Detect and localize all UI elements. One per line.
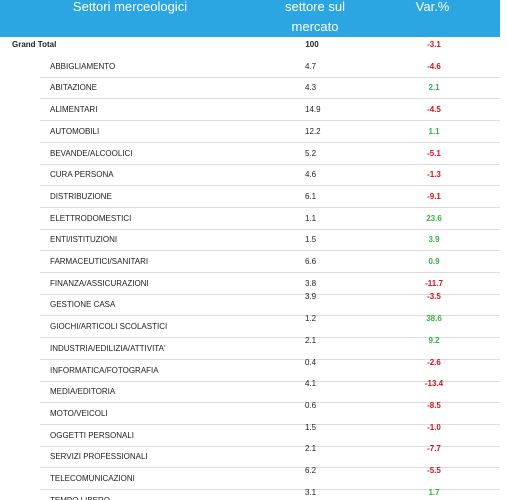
- row-value: 4.6: [305, 170, 317, 180]
- row-label: MOTO/VEICOLI: [50, 408, 108, 418]
- row-value: 2.1: [305, 335, 317, 345]
- row-change: -3.1: [427, 40, 441, 49]
- row-label: GESTIONE CASA: [50, 300, 116, 310]
- row-change: -5.5: [427, 466, 441, 475]
- row-separator: [40, 337, 500, 339]
- row-change: -11.7: [425, 278, 443, 288]
- row-change: 2.1: [428, 83, 440, 93]
- row-separator: [40, 380, 500, 382]
- row-value: 3.9: [305, 292, 317, 302]
- row-separator: [40, 467, 500, 469]
- row-separator: [40, 141, 500, 143]
- row-label: CURA PERSONA: [50, 170, 114, 180]
- row-label: TELECOMUNICAZIONI: [50, 474, 135, 483]
- row-change: -1.0: [427, 422, 441, 432]
- row-change: 38.6: [426, 314, 442, 324]
- row-label: INFORMATICA/FOTOGRAFIA: [50, 365, 159, 375]
- row-value: 6.2: [305, 466, 317, 475]
- row-value: 2.1: [305, 444, 317, 454]
- row-change: -5.1: [427, 148, 441, 158]
- row-label: ABITAZIONE: [50, 83, 97, 93]
- row-value: 5.2: [305, 148, 317, 158]
- row-separator: [40, 228, 500, 230]
- row-separator: [40, 185, 500, 187]
- row-change: 9.2: [428, 335, 440, 345]
- row-value: 1.2: [305, 314, 317, 324]
- row-label: OGGETTI PERSONALI: [50, 430, 135, 440]
- header-band: Settori merceologici settore sul mercato…: [0, 0, 500, 37]
- row-value: 12.2: [305, 126, 321, 136]
- row-separator: [40, 293, 500, 295]
- row-value: 100: [305, 40, 319, 49]
- row-label: BEVANDE/ALCOOLICI: [50, 148, 133, 158]
- row-value: 3.8: [305, 278, 317, 288]
- row-change: -9.1: [427, 191, 441, 201]
- row-separator: [40, 489, 500, 490]
- row-value: 1.1: [305, 213, 317, 223]
- column-header: Var.%: [415, 0, 450, 14]
- row-separator: [40, 358, 500, 360]
- row-separator: [40, 120, 500, 122]
- row-value: 6.1: [305, 191, 317, 201]
- row-label: INDUSTRIA/EDILIZIA/ATTIVITA': [50, 343, 166, 353]
- row-value: 3.1: [305, 487, 317, 497]
- row-change: -4.5: [427, 105, 441, 115]
- row-value: 4.3: [305, 83, 317, 93]
- row-label: ALIMENTARI: [50, 105, 98, 115]
- row-change: -2.6: [427, 357, 441, 367]
- row-label: ELETTRODOMESTICI: [50, 213, 132, 223]
- row-separator: [40, 402, 500, 404]
- row-value: 4.1: [305, 379, 317, 389]
- row-separator: [40, 98, 500, 100]
- row-change: 1.1: [428, 126, 440, 136]
- row-change: 3.9: [428, 235, 440, 245]
- row-value: 1.5: [305, 422, 317, 432]
- row-label: MEDIA/EDITORIA: [50, 387, 116, 397]
- row-value: 6.6: [305, 257, 317, 266]
- row-separator: [40, 163, 500, 165]
- row-value: 0.6: [305, 400, 317, 410]
- row-label: FINANZA/ASSICURAZIONI: [50, 278, 149, 288]
- row-change: 23.6: [426, 213, 442, 223]
- row-label: ENTI/ISTITUZIONI: [50, 235, 118, 245]
- row-value: 4.7: [305, 61, 317, 71]
- row-label: TEMPO LIBERO: [50, 496, 110, 500]
- row-separator: [40, 445, 500, 447]
- row-separator: [40, 272, 500, 273]
- row-separator: [40, 315, 500, 317]
- row-label: ABBIGLIAMENTO: [50, 61, 116, 71]
- row-change: -4.6: [427, 61, 441, 71]
- row-label: FARMACEUTICI/SANITARI: [50, 257, 149, 266]
- row-change: 1.7: [428, 487, 440, 497]
- row-label: GIOCHI/ARTICOLI SCOLASTICI: [50, 322, 168, 332]
- row-separator: [40, 423, 500, 425]
- row-value: 14.9: [305, 105, 321, 115]
- row-label: Grand Total: [12, 40, 57, 49]
- row-change: -13.4: [424, 379, 444, 389]
- row-change: -8.5: [427, 400, 441, 410]
- row-separator: [40, 250, 500, 252]
- column-header: settore sul mercato: [285, 0, 345, 34]
- row-label: AUTOMOBILI: [50, 126, 100, 136]
- row-value: 0.4: [305, 357, 317, 367]
- column-header: Settori merceologici: [72, 0, 188, 14]
- row-label: SERVIZI PROFESSIONALI: [50, 452, 148, 462]
- row-separator: [40, 206, 500, 208]
- row-change: -3.5: [427, 292, 441, 302]
- row-separator: [40, 76, 500, 78]
- row-label: DISTRIBUZIONE: [50, 191, 112, 201]
- row-change: -7.7: [427, 444, 441, 454]
- row-value: 1.5: [305, 235, 317, 245]
- row-change: -1.3: [427, 170, 441, 180]
- row-change: 0.9: [428, 257, 440, 266]
